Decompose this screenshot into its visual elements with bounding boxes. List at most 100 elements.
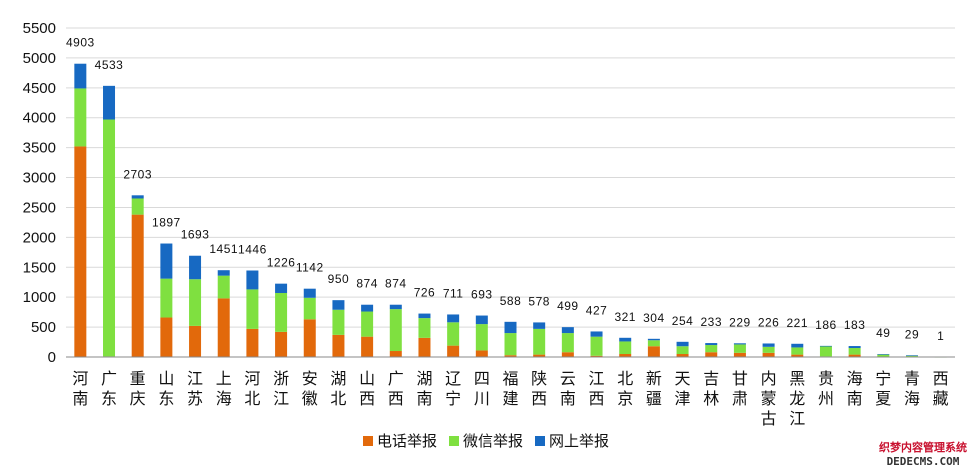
category-label: 湖北: [330, 369, 346, 408]
bar-segment: [389, 304, 402, 310]
bar-segment: [160, 317, 173, 357]
total-label: 49: [876, 326, 890, 340]
bar-segment: [561, 327, 574, 334]
category-label: 内蒙古: [761, 369, 777, 428]
category-label: 甘肃: [732, 369, 748, 408]
y-axis-ticks: 0 500 1000 1500 2000 2500 3000 3500 4000 4500 5000…: [23, 20, 56, 366]
bar-segment: [533, 328, 546, 355]
bar-segment: [762, 346, 775, 353]
y-tick-label: 5000: [23, 50, 56, 67]
total-label: 1226: [267, 256, 296, 270]
bar-segment: [504, 355, 517, 357]
total-label: 304: [643, 311, 665, 325]
bar-segment: [131, 195, 144, 199]
bar-segment: [160, 243, 173, 279]
bar-segment: [647, 346, 660, 357]
y-tick-label: 3500: [23, 140, 56, 157]
total-label: 499: [557, 299, 579, 313]
bar-segment: [533, 354, 546, 357]
category-label: 北京: [617, 369, 633, 408]
bar-segment: [217, 275, 230, 299]
bar-segment: [217, 298, 230, 357]
bar-segment: [447, 322, 460, 346]
bar-segment: [275, 283, 288, 293]
watermark-bg: [868, 438, 978, 468]
y-tick-label: 0: [48, 349, 56, 366]
y-tick-label: 3000: [23, 170, 56, 187]
bar-segment: [877, 354, 890, 357]
bar-segment: [619, 354, 632, 357]
total-label: 183: [844, 318, 866, 332]
total-label: 1897: [152, 216, 181, 230]
bar-segment: [303, 297, 316, 320]
total-label: 4533: [95, 58, 124, 72]
bar-segment: [819, 346, 832, 357]
y-tick-label: 2500: [23, 199, 56, 216]
bar-segment: [160, 278, 173, 318]
category-label: 安徽: [302, 369, 318, 408]
legend-label: 网上举报: [549, 432, 609, 450]
total-label: 4903: [66, 36, 95, 50]
bar-segment: [819, 345, 832, 347]
category-label: 青海: [904, 369, 920, 408]
bar-segment: [332, 309, 345, 335]
total-label: 226: [758, 315, 780, 329]
bar-segment: [332, 334, 345, 357]
bar-segment: [103, 119, 116, 357]
bar-segment: [647, 338, 660, 341]
category-label: 浙江: [273, 369, 289, 408]
legend-label: 电话举报: [377, 432, 437, 450]
bar-segment: [217, 270, 230, 276]
bar-segment: [246, 270, 259, 290]
legend: 电话举报 微信举报 网上举报: [363, 432, 609, 450]
category-label: 河北: [244, 369, 260, 408]
total-label: 427: [586, 303, 608, 317]
bar-segment: [705, 343, 718, 346]
total-label: 950: [328, 272, 350, 286]
bar-segment: [733, 343, 746, 345]
total-label: 1142: [296, 261, 324, 275]
bar-segment: [733, 344, 746, 353]
total-label: 2703: [123, 167, 152, 181]
total-label: 1693: [181, 228, 210, 242]
category-label: 辽宁: [445, 369, 461, 408]
total-label: 233: [700, 315, 722, 329]
bar-segment: [791, 343, 804, 348]
bar-segment: [189, 255, 202, 280]
legend-swatch: [535, 436, 545, 446]
bar-segment: [275, 292, 288, 332]
bar-segment: [475, 350, 488, 357]
category-label: 河南: [72, 369, 88, 408]
bar-segment: [762, 352, 775, 357]
total-label: 186: [815, 318, 837, 332]
bar-segment: [733, 352, 746, 357]
bar-segment: [189, 325, 202, 357]
total-label: 321: [614, 310, 636, 324]
bar-segment: [848, 346, 861, 349]
watermark-line1: 织梦内容管理系统: [879, 440, 967, 454]
bar-segment: [590, 355, 603, 357]
category-label: 山东: [158, 369, 174, 408]
y-tick-label: 500: [31, 319, 56, 336]
y-tick-label: 2000: [23, 229, 56, 246]
x-axis-categories: 河南广东重庆山东江苏上海河北浙江安徽湖北山西广西湖南辽宁四川福建陕西云南江西北京…: [72, 369, 948, 428]
bar-segment: [561, 352, 574, 357]
total-label: 588: [500, 294, 522, 308]
total-label: 874: [356, 277, 378, 291]
category-label: 宁夏: [875, 369, 891, 408]
total-label: 1451: [209, 242, 238, 256]
category-label: 西藏: [933, 369, 949, 408]
total-label: 221: [787, 316, 809, 330]
watermark: 织梦内容管理系统 DEDECMS.COM: [868, 438, 978, 468]
bar-segment: [332, 300, 345, 310]
y-tick-label: 1500: [23, 259, 56, 276]
bar-segment: [705, 352, 718, 357]
bar-segment: [791, 354, 804, 357]
category-label: 广西: [388, 369, 404, 408]
bar-segment: [848, 354, 861, 357]
bar-segment: [676, 346, 689, 355]
category-label: 重庆: [130, 369, 146, 408]
bar-segment: [389, 309, 402, 352]
bar-segment: [447, 314, 460, 323]
